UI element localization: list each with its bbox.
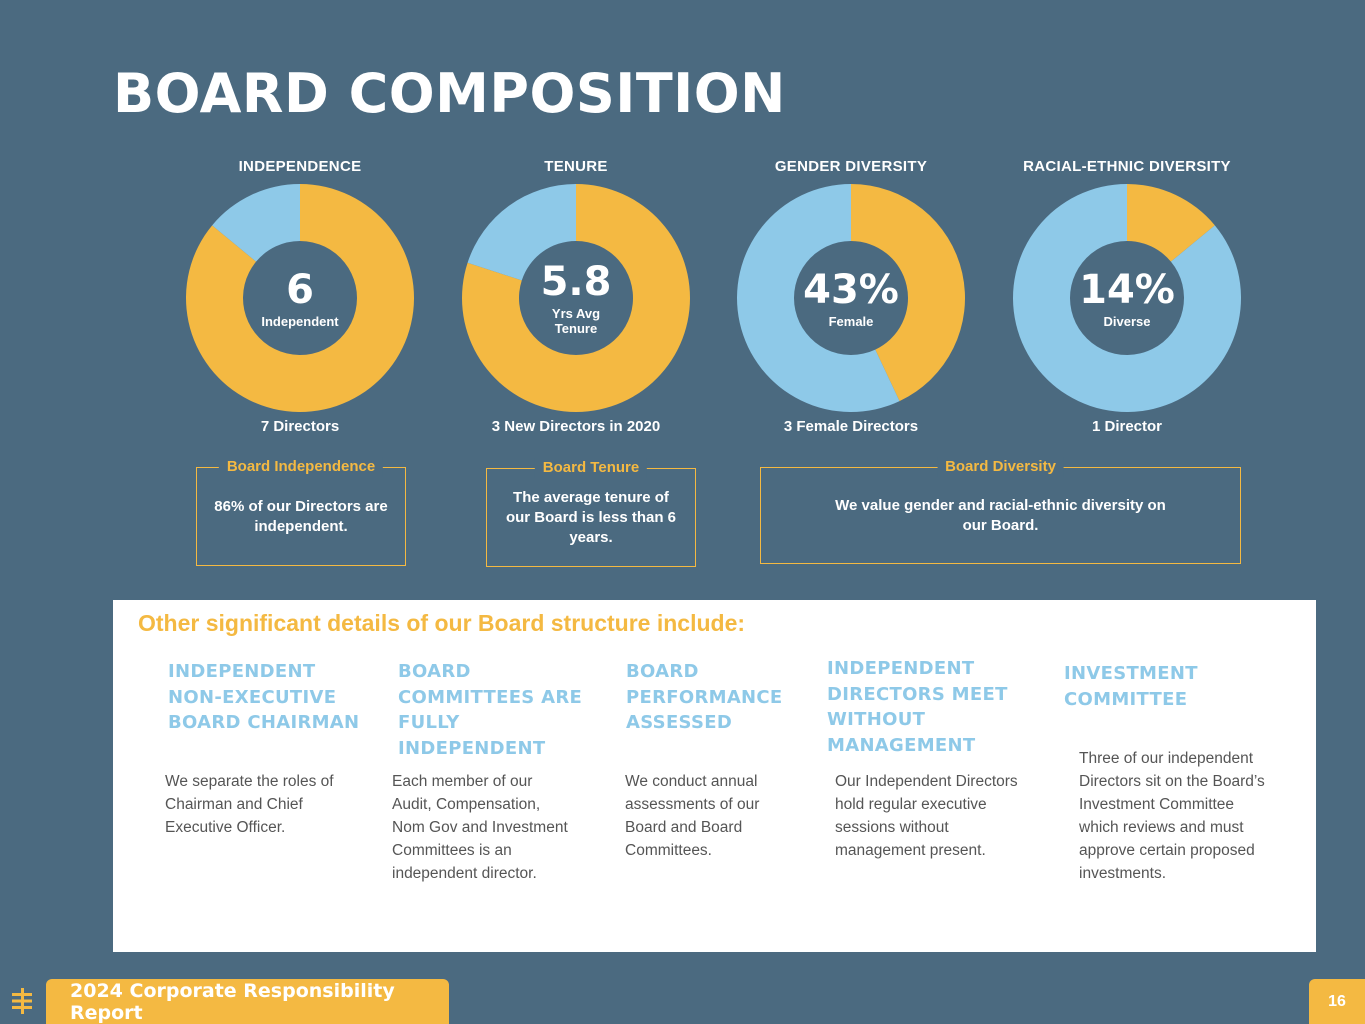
board-independence-box: Board Independence 86% of our Directors …	[196, 457, 406, 566]
chart-center-value: 6	[286, 266, 314, 313]
donut-slice-other	[737, 184, 900, 412]
donut-slice-other	[1013, 184, 1241, 412]
donut-svg	[186, 184, 414, 412]
chart-title: TENURE	[544, 158, 608, 175]
chart-center-label: Yrs Avg Tenure	[551, 306, 601, 336]
gender-diversity-chart: GENDER DIVERSITY 43% Female 3 Female Dir…	[713, 156, 989, 435]
box-title: Board Diversity	[937, 457, 1064, 477]
chart-title: GENDER DIVERSITY	[774, 158, 928, 175]
detail-column: INVESTMENT COMMITTEE	[1064, 661, 1244, 712]
chart-center-label: Female	[828, 313, 874, 329]
report-title-tab: 2024 Corporate Responsibility Report	[46, 979, 449, 1024]
independence-chart: INDEPENDENCE 6 Independent 7 Directors	[162, 156, 438, 435]
box-title: Board Independence	[218, 457, 384, 477]
chart-center-value: 14%	[1079, 266, 1175, 313]
detail-text: We conduct annual assessments of our Boa…	[625, 773, 760, 859]
chart-center-value: 5.8	[540, 259, 612, 305]
chart-caption: 1 Director	[1091, 418, 1163, 435]
board-tenure-box: Board Tenure The average tenure of our B…	[486, 458, 696, 567]
donut-svg	[462, 184, 690, 412]
chart-caption: 3 Female Directors	[783, 418, 919, 435]
chart-center-value: 43%	[803, 266, 899, 313]
detail-column: BOARD COMMITTEES ARE FULLY INDEPENDENT	[398, 659, 598, 761]
board-diversity-box: Board Diversity We value gender and raci…	[760, 457, 1241, 564]
chart-center-label: Independent	[261, 313, 339, 329]
box-text: The average tenure of our Board is less …	[505, 488, 677, 546]
page-number: 16	[1309, 979, 1365, 1024]
donut-svg	[1013, 184, 1241, 412]
detail-text: Three of our independent Directors sit o…	[1079, 750, 1265, 882]
page-title: BOARD COMPOSITION	[113, 62, 786, 125]
donut-slice-primary	[462, 184, 690, 412]
box-text: We value gender and racial-ethnic divers…	[835, 496, 1166, 534]
company-logo-icon	[12, 988, 32, 1014]
donut-slice-other	[212, 184, 300, 262]
tenure-chart: TENURE 5.8 Yrs Avg Tenure 3 New Director…	[438, 156, 714, 435]
chart-center-label: Diverse	[1103, 313, 1151, 329]
detail-text: Each member of our Audit, Compensation, …	[392, 773, 568, 882]
details-heading: Other significant details of our Board s…	[138, 610, 746, 636]
chart-caption: 3 New Directors in 2020	[491, 418, 661, 435]
detail-title: BOARD COMMITTEES ARE FULLY INDEPENDENT	[398, 661, 583, 759]
box-text: 86% of our Directors are independent.	[214, 497, 388, 535]
donut-slice-primary	[1127, 184, 1215, 262]
detail-column: INDEPENDENT DIRECTORS MEET WITHOUT MANAG…	[827, 656, 1027, 758]
donut-svg	[737, 184, 965, 412]
detail-text: Our Independent Directors hold regular e…	[835, 773, 1018, 859]
racial-ethnic-diversity-chart: RACIAL-ETHNIC DIVERSITY 14% Diverse 1 Di…	[989, 156, 1265, 435]
detail-column: BOARD PERFORMANCE ASSESSED	[626, 659, 811, 736]
detail-text: We separate the roles of Chairman and Ch…	[165, 773, 334, 836]
report-title: 2024 Corporate Responsibility Report	[70, 979, 395, 1024]
donut-slice-primary	[186, 184, 414, 412]
donut-slice-primary	[851, 184, 965, 402]
detail-title: INVESTMENT COMMITTEE	[1064, 663, 1198, 710]
chart-title: RACIAL-ETHNIC DIVERSITY	[1023, 158, 1231, 175]
detail-title: INDEPENDENT NON-EXECUTIVE BOARD CHAIRMAN	[168, 661, 360, 733]
box-title: Board Tenure	[534, 458, 648, 478]
detail-title: INDEPENDENT DIRECTORS MEET WITHOUT MANAG…	[827, 658, 1008, 756]
donut-slice-other	[467, 184, 576, 281]
detail-title: BOARD PERFORMANCE ASSESSED	[626, 661, 783, 733]
chart-caption: 7 Directors	[260, 418, 340, 435]
board-structure-details: Other significant details of our Board s…	[113, 600, 1316, 952]
detail-column: INDEPENDENT NON-EXECUTIVE BOARD CHAIRMAN	[168, 659, 368, 736]
chart-title: INDEPENDENCE	[238, 158, 362, 175]
